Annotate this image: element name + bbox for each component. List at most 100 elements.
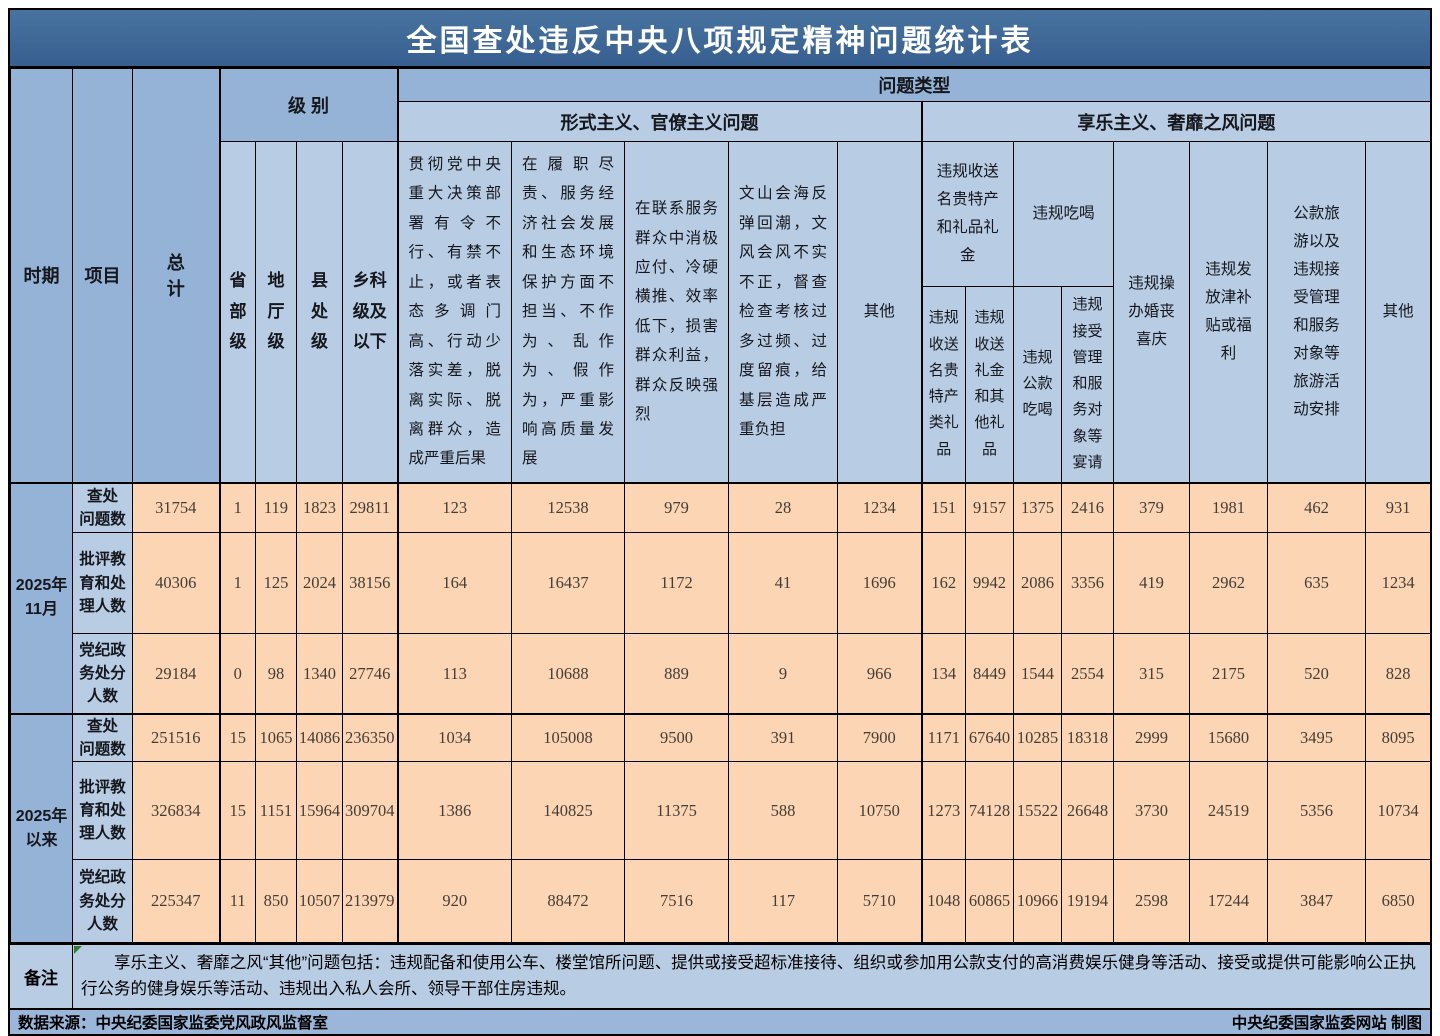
data-cell: 29184 [132,633,221,715]
data-cell: 966 [837,633,923,715]
data-cell: 889 [624,633,730,715]
data-cell: 2416 [1061,481,1115,534]
col-header-formalism-3: 在联系服务群众中消极应付、冷硬横推、效率低下，损害群众利益，群众反映强烈 [624,140,730,484]
data-cell: 8095 [1365,712,1432,763]
note-label: 备注 [10,945,73,1009]
data-cell: 10734 [1365,761,1432,861]
data-cell: 24519 [1189,761,1269,861]
data-cell: 2024 [296,532,343,635]
data-cell: 225347 [132,859,221,944]
data-cell: 11375 [624,761,730,861]
data-cell: 3495 [1267,712,1367,763]
data-cell: 98 [255,633,297,715]
data-cell: 3730 [1113,761,1191,861]
data-cell: 1048 [921,859,967,944]
table-row: 党纪政 务处分 人数 225347 11 850 10507 213979 920 8847… [11,859,1432,944]
data-cell: 1151 [255,761,297,861]
data-cell: 828 [1365,633,1432,715]
data-cell: 15 [219,712,256,763]
data-cell: 2554 [1061,633,1115,715]
data-cell: 140825 [511,761,626,861]
col-header-travel: 公款旅游以及违规接受管理和服务对象等旅游活动安排 [1267,140,1367,484]
data-cell: 31754 [132,481,221,534]
data-cell: 60865 [965,859,1015,944]
col-header-county: 县处级 [296,140,343,484]
cell-comment-flag-icon [74,946,82,955]
data-cell: 74128 [965,761,1015,861]
col-header-formalism-2: 在履职尽责、服务经济社会发展和生态环境保护方面不担当、不作为、乱作为、假作为，严… [511,140,626,484]
data-cell: 1034 [397,712,513,763]
data-cell: 1273 [921,761,967,861]
data-cell: 15 [219,761,256,861]
data-cell: 379 [1113,481,1191,534]
col-group-dining: 违规吃喝 [1013,141,1115,287]
data-cell: 2999 [1113,712,1191,763]
data-cell: 1981 [1189,481,1269,534]
row-label: 批评教 育和处 理人数 [72,532,133,635]
col-header-wedding: 违规操办婚丧喜庆 [1113,140,1191,484]
data-cell: 1823 [296,481,343,534]
data-cell: 9157 [965,481,1015,534]
data-cell: 105008 [511,712,626,763]
data-cell: 979 [624,481,730,534]
data-cell: 920 [397,859,513,944]
period-cell-nov: 2025年 11月 [10,481,73,715]
data-cell: 251516 [132,712,221,763]
data-cell: 1234 [1365,532,1432,635]
data-cell: 315 [1113,633,1191,715]
data-cell: 151 [921,481,967,534]
table-row: 批评教 育和处 理人数 40306 1 125 2024 38156 164 16437 11… [11,532,1432,635]
col-header-gifts-specialty: 违规收送名贵特产类礼品 [921,285,967,484]
data-cell: 16437 [511,532,626,635]
data-source-text: 数据来源：中央纪委国家监委党风政风监督室 [18,1015,329,1033]
data-cell: 850 [255,859,297,944]
data-cell: 15522 [1013,761,1063,861]
data-cell: 2598 [1113,859,1191,944]
col-header-hedonism-other: 其他 [1365,140,1432,484]
data-cell: 588 [728,761,839,861]
data-cell: 67640 [965,712,1015,763]
data-cell: 29811 [341,481,399,534]
source-row: 数据来源：中央纪委国家监委党风政风监督室 中央纪委国家监委网站 制图 [10,1008,1430,1035]
data-cell: 10285 [1013,712,1063,763]
data-cell: 1386 [397,761,513,861]
data-cell: 7900 [837,712,923,763]
data-cell: 3847 [1267,859,1367,944]
col-header-dining-banquet: 违规接受管理和服务对象等宴请 [1061,285,1115,484]
col-header-gifts-money: 违规收送礼金和其他礼品 [965,285,1015,484]
data-cell: 38156 [341,532,399,635]
data-cell: 9500 [624,712,730,763]
table-row: 党纪政 务处分 人数 29184 0 98 1340 27746 113 10688 889 9… [11,633,1432,715]
data-cell: 635 [1267,532,1367,635]
data-cell: 1065 [255,712,297,763]
data-cell: 10688 [511,633,626,715]
data-cell: 9942 [965,532,1015,635]
statistics-table: 时期 项目 总 计 级 别 问题类型 形式主义、官僚主义问题 享乐主义、奢靡之风… [10,67,1432,944]
row-label: 党纪政 务处分 人数 [72,859,133,944]
data-cell: 27746 [341,633,399,715]
data-cell: 15680 [1189,712,1269,763]
data-cell: 7516 [624,859,730,944]
data-cell: 19194 [1061,859,1115,944]
col-header-formalism-4: 文山会海反弹回潮，文风会风不实不正，督查检查考核过多过频、过度留痕，给基层造成严… [728,140,839,484]
data-cell: 1234 [837,481,923,534]
data-cell: 40306 [132,532,221,635]
col-group-level: 级 别 [218,68,399,142]
col-group-hedonism: 享乐主义、奢靡之风问题 [921,101,1432,142]
note-text: 享乐主义、奢靡之风“其他”问题包括：违规配备和使用公车、楼堂馆所问题、提供或接受… [81,954,1416,998]
row-label: 查处 问题数 [72,481,133,534]
data-cell: 18318 [1061,712,1115,763]
data-cell: 931 [1365,481,1432,534]
data-cell: 113 [397,633,513,715]
data-cell: 5710 [837,859,923,944]
col-header-allowance: 违规发放津补贴或福利 [1189,140,1269,484]
col-group-formalism: 形式主义、官僚主义问题 [397,101,923,142]
statistics-sheet: 全国查处违反中央八项规定精神问题统计表 时期 项目 总 计 级 别 问题类型 形… [8,8,1432,1036]
data-cell: 1696 [837,532,923,635]
data-cell: 236350 [341,712,399,763]
data-cell: 8449 [965,633,1015,715]
data-cell: 1172 [624,532,730,635]
data-cell: 10966 [1013,859,1063,944]
data-cell: 1 [219,481,256,534]
data-cell: 1171 [921,712,967,763]
